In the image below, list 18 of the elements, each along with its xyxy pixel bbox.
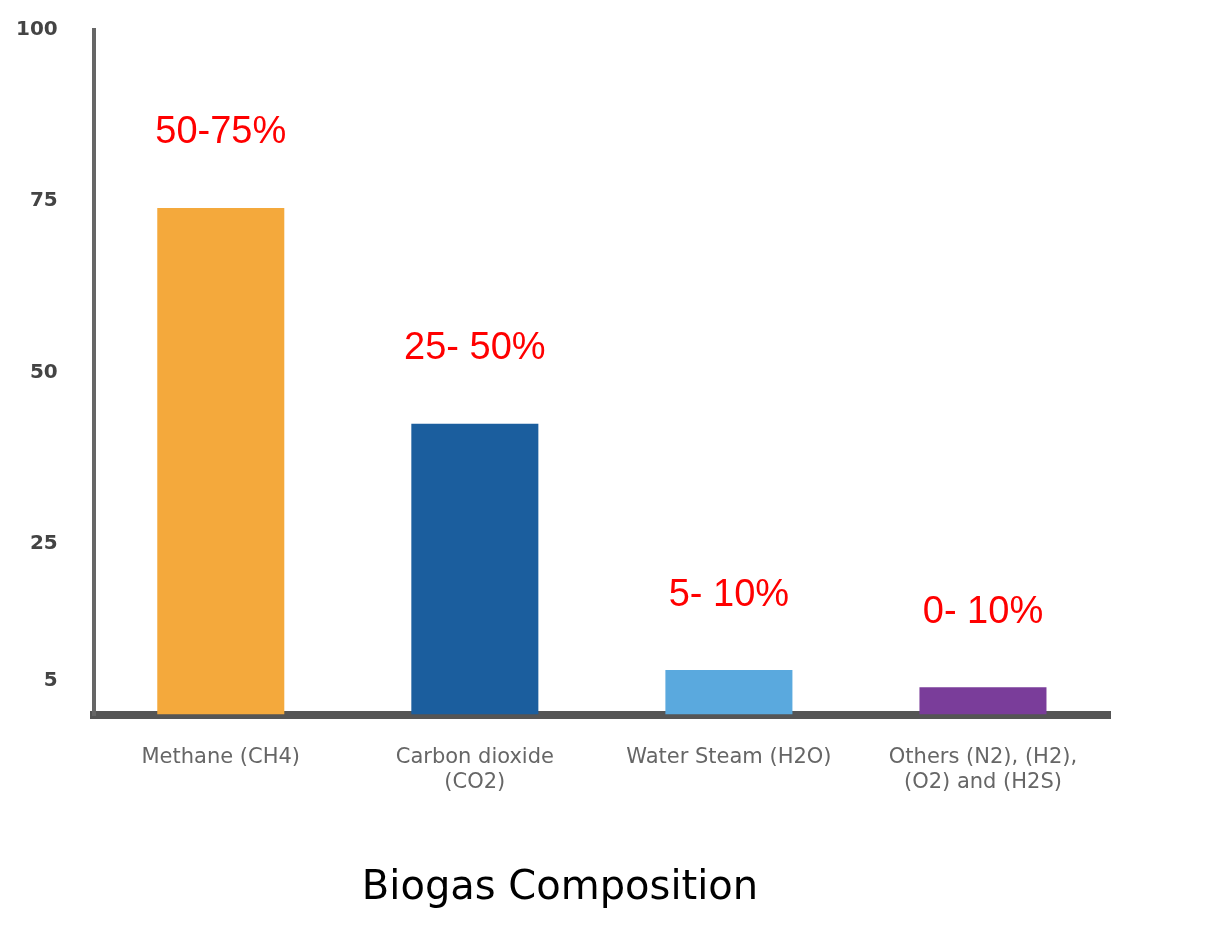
y-tick-label: 50 [29,358,58,383]
x-tick-label: Others (N2), (H2), (O2) and (H2S) [888,743,1078,793]
annotation: 50-75% [155,109,287,152]
annotation: 5- 10% [668,571,790,614]
x-tick-label: Water Steam (H2O) [626,743,832,768]
x-tick-label: Carbon dioxide (CO2) [395,743,554,793]
x-tick-label: Methane (CH4) [141,743,301,768]
y-tick-label: 25 [29,529,58,554]
y-tick-label: 75 [29,187,58,212]
bar [411,423,539,715]
annotation: 25- 50% [404,325,546,368]
bar [665,670,793,715]
y-tick-label: 5 [43,666,58,691]
annotation: 0- 10% [922,588,1044,631]
bar [919,687,1047,715]
bar [157,208,285,715]
y-tick-label: 100 [16,16,58,41]
text: Biogas Composition [361,862,759,909]
